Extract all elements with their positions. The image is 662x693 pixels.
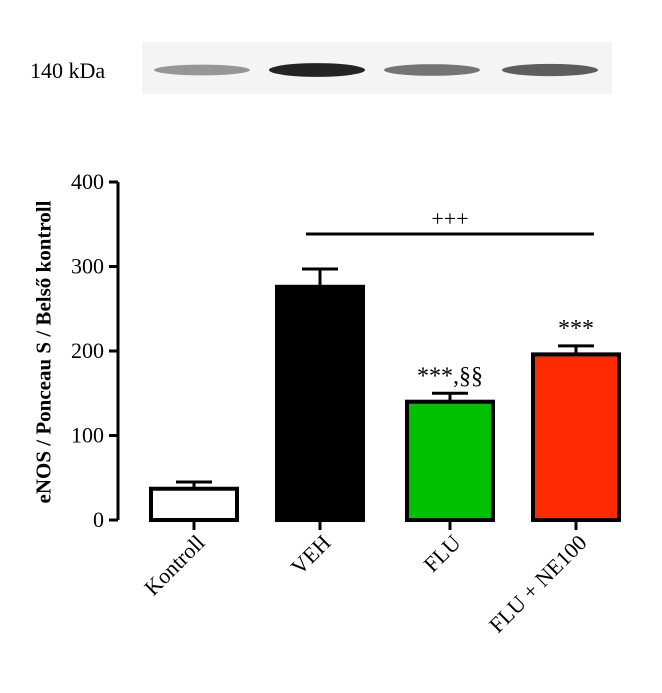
bar [149,486,239,522]
bar [275,284,365,522]
blot-band [269,63,365,77]
y-tick-label: 100 [71,423,104,448]
blot-band [154,64,250,76]
x-tick-label: VEH [286,530,336,580]
y-tick-label: 200 [71,338,104,363]
western-blot-bands [154,63,598,77]
blot-band [502,63,598,77]
y-axis-label: eNOS / Ponceau S / Belső kontroll [31,200,56,504]
western-blot-strip [142,42,612,94]
y-tick-label: 300 [71,254,104,279]
bar [405,399,495,523]
comparison-label: +++ [431,206,468,231]
blot-size-label: 140 kDa [30,58,106,83]
bar [531,352,621,522]
significance-annotation: ***,§§ [417,363,483,389]
y-tick-label: 0 [93,507,104,532]
blot-band [384,64,480,76]
x-tick-label: FLU [418,530,465,577]
y-tick-label: 400 [71,169,104,194]
x-tick-label: Kontroll [139,530,209,600]
significance-annotation: *** [558,316,594,342]
x-tick-label: FLU + NE100 [484,530,592,638]
